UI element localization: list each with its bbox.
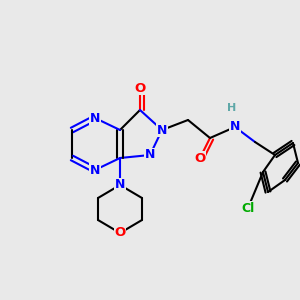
Text: N: N <box>145 148 155 161</box>
Text: Cl: Cl <box>242 202 255 214</box>
Text: H: H <box>227 103 237 113</box>
Text: O: O <box>114 226 126 239</box>
Text: N: N <box>90 112 100 124</box>
Text: O: O <box>134 82 146 94</box>
Text: N: N <box>115 178 125 191</box>
Text: N: N <box>90 164 100 176</box>
Text: O: O <box>194 152 206 164</box>
Text: N: N <box>157 124 167 136</box>
Text: N: N <box>230 121 240 134</box>
